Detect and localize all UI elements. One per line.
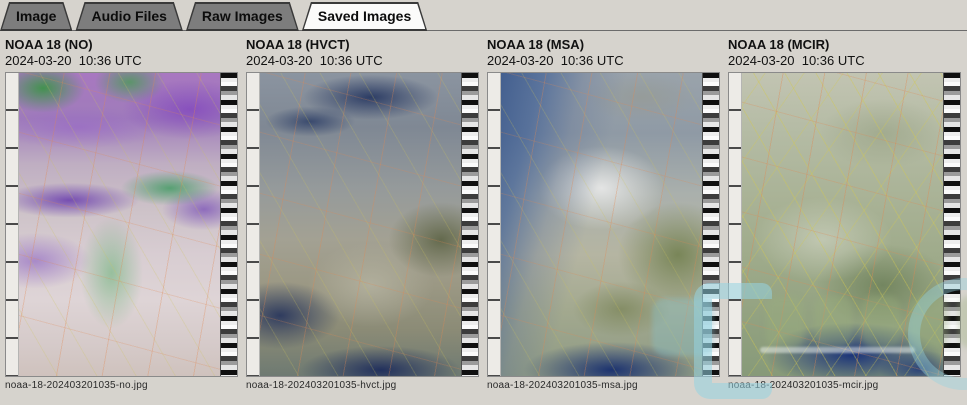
tab-raw-images-label: Raw Images <box>201 8 283 24</box>
minute-marker-strip <box>6 73 19 376</box>
satellite-image-hvct[interactable] <box>246 72 479 377</box>
satellite-image-area <box>501 73 702 376</box>
panel-title: NOAA 18 (HVCT) <box>246 37 350 52</box>
panel-timestamp: 2024-03-20 10:36 UTC <box>487 53 624 68</box>
tab-baseline <box>0 30 967 31</box>
telemetry-strip <box>702 73 719 376</box>
panel-timestamp: 2024-03-20 10:36 UTC <box>246 53 383 68</box>
satellite-image-area <box>742 73 943 376</box>
panel-timestamp: 2024-03-20 10:36 UTC <box>5 53 142 68</box>
minute-marker-strip <box>488 73 501 376</box>
telemetry-strip <box>220 73 237 376</box>
tab-saved-images[interactable]: Saved Images <box>302 2 427 31</box>
tab-audio-files-label: Audio Files <box>91 8 167 24</box>
tab-raw-images[interactable]: Raw Images <box>186 2 299 31</box>
satellite-image-mcir[interactable] <box>728 72 961 377</box>
image-panel-no: NOAA 18 (NO) 2024-03-20 10:36 UTC noaa-1… <box>5 37 238 391</box>
image-filename: noaa-18-202403201035-mcir.jpg <box>728 380 879 391</box>
telemetry-strip <box>943 73 960 376</box>
satellite-image-msa[interactable] <box>487 72 720 377</box>
minute-marker-strip <box>247 73 260 376</box>
image-panel-hvct: NOAA 18 (HVCT) 2024-03-20 10:36 UTC noaa… <box>246 37 479 391</box>
satellite-image-area <box>260 73 461 376</box>
minute-marker-strip <box>729 73 742 376</box>
image-filename: noaa-18-202403201035-msa.jpg <box>487 380 638 391</box>
telemetry-strip <box>461 73 478 376</box>
image-panel-msa: NOAA 18 (MSA) 2024-03-20 10:36 UTC noaa-… <box>487 37 720 391</box>
image-filename: noaa-18-202403201035-no.jpg <box>5 380 148 391</box>
panel-title: NOAA 18 (MCIR) <box>728 37 830 52</box>
image-filename: noaa-18-202403201035-hvct.jpg <box>246 380 397 391</box>
satellite-image-area <box>19 73 220 376</box>
tab-audio-files[interactable]: Audio Files <box>75 2 182 31</box>
tab-image[interactable]: Image <box>0 2 72 31</box>
image-panel-mcir: NOAA 18 (MCIR) 2024-03-20 10:36 UTC noaa… <box>728 37 961 391</box>
tab-image-label: Image <box>16 8 57 24</box>
panel-title: NOAA 18 (MSA) <box>487 37 585 52</box>
tab-bar: Image Audio Files Raw Images Saved Image… <box>0 0 967 32</box>
panel-title: NOAA 18 (NO) <box>5 37 93 52</box>
panel-timestamp: 2024-03-20 10:36 UTC <box>728 53 865 68</box>
tab-saved-images-label: Saved Images <box>317 8 412 24</box>
satellite-image-no[interactable] <box>5 72 238 377</box>
